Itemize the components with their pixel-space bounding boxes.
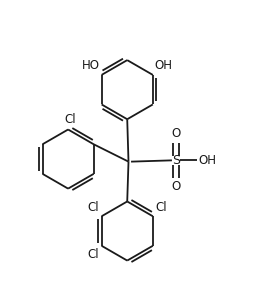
Text: OH: OH — [154, 58, 172, 72]
Text: OH: OH — [198, 154, 216, 167]
Text: S: S — [172, 154, 180, 167]
Text: HO: HO — [82, 58, 100, 72]
Text: O: O — [171, 127, 181, 140]
Text: Cl: Cl — [87, 248, 99, 261]
Text: O: O — [171, 181, 181, 194]
Text: Cl: Cl — [87, 201, 99, 214]
Text: Cl: Cl — [155, 201, 167, 214]
Text: Cl: Cl — [65, 113, 77, 127]
